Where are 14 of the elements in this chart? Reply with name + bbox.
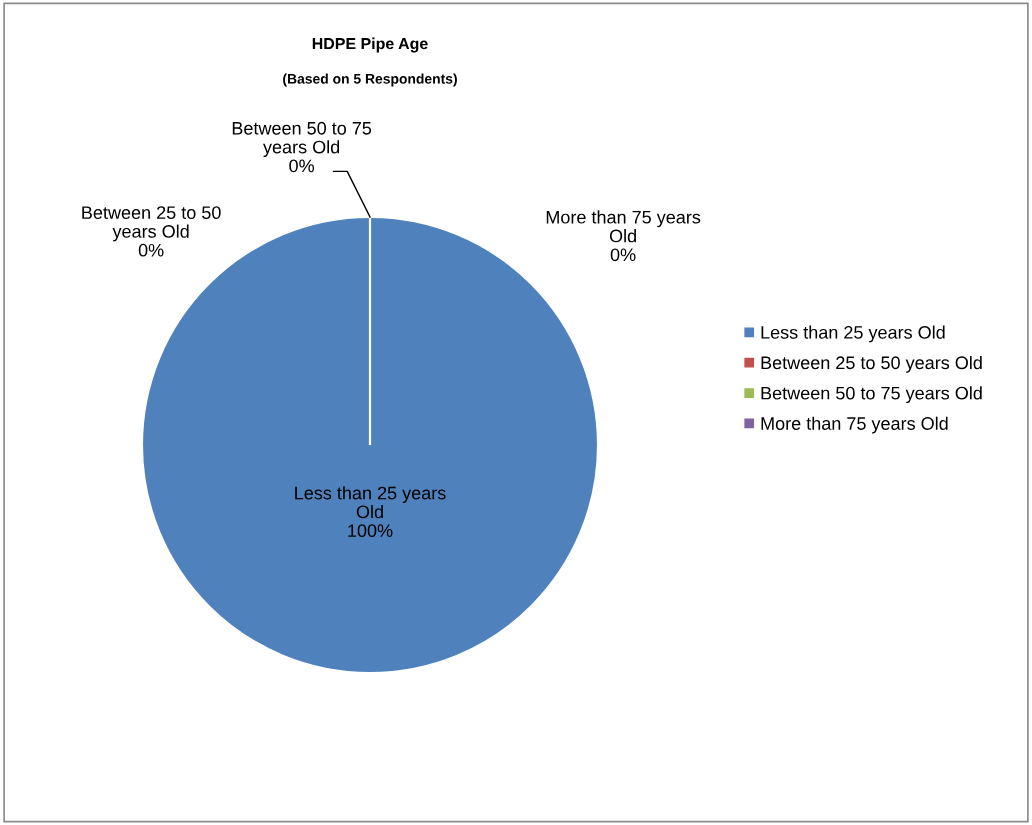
slice-label: Less than 25 years Old [295,486,446,519]
category-label: Between 50 to 75 years Old [232,121,372,158]
legend-label: More than 75 years Old [761,416,948,434]
category-label: More than 75 years Old [546,210,701,243]
text: 0% [289,159,315,173]
legend-label: Less than 25 years Old [761,325,945,343]
legend-label: Between 25 to 50 years Old [761,355,982,373]
chart-subtitle: (Based on 5 Respondents) [283,73,457,87]
category-label: Between 25 to 50 years Old [82,206,221,242]
chart-title: HDPE Pipe Age [312,37,428,53]
text: 0% [138,243,164,257]
legend-label: Between 50 to 75 years Old [761,386,982,404]
text: 0% [610,248,636,262]
data-label: 100% [348,524,393,538]
